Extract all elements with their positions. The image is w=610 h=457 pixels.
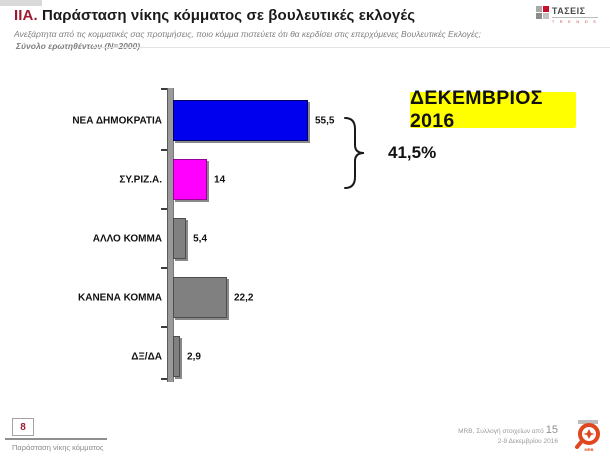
axis-tick: [161, 208, 167, 210]
survey-question: Ανεξάρτητα από τις κομματικές σας προτιμ…: [14, 29, 481, 39]
footer-section-label: Παράσταση νίκης κόμματος: [12, 443, 104, 452]
mrb-logo: MRB: [575, 420, 600, 452]
bar-4: [173, 277, 227, 318]
axis-tick: [161, 88, 167, 90]
scan-artifact: [0, 0, 42, 6]
bar-3: [173, 218, 187, 259]
category-label: ΣΥ.ΡΙΖ.Α.: [119, 174, 162, 185]
bar-5: [173, 336, 181, 377]
value-label: 22,2: [234, 292, 254, 303]
period-highlight-box: ΔΕΚΕΜΒΡΙΟΣ 2016: [410, 87, 576, 132]
header-divider: [92, 47, 610, 48]
annotation-percentage: 41,5%: [388, 143, 437, 162]
page-title-prefix: IIA.: [14, 7, 38, 24]
bar-2: [173, 159, 208, 200]
footer-divider: [5, 438, 107, 440]
brace-annotation: [344, 117, 365, 189]
footer-source-text: MRB, Συλλογή στοιχείων από: [458, 428, 544, 435]
footer-date-range: 2-9 Δεκεμβρίου 2016: [497, 437, 558, 445]
axis-tick: [161, 267, 167, 269]
value-label: 55,5: [315, 115, 335, 126]
page-title-text: Παράσταση νίκης κόμματος σε βουλευτικές …: [42, 7, 416, 24]
axis-tick: [161, 326, 167, 328]
taseis-logo-subtitle: T R E N D S: [551, 19, 598, 24]
category-label: ΔΞ/ΔΑ: [131, 351, 162, 362]
page-title: IIA. Παράσταση νίκης κόμματος σε βουλευτ…: [14, 7, 415, 24]
taseis-logo: ΤΑΣΕΙΣ T R E N D S: [535, 6, 598, 24]
taseis-logo-name: ΤΑΣΕΙΣ: [551, 6, 598, 18]
axis-tick: [161, 149, 167, 151]
taseis-grid-icon: [535, 6, 549, 19]
category-label: ΚΑΝΕΝΑ ΚΟΜΜΑ: [78, 292, 162, 303]
value-label: 5,4: [193, 233, 208, 244]
value-label: 14: [214, 174, 226, 185]
sample-note: Σύνολο ερωτηθέντων (N=2000): [16, 41, 141, 51]
category-label: ΝΕΑ ΔΗΜΟΚΡΑΤΙΑ: [72, 115, 162, 126]
category-label: ΑΛΛΟ ΚΟΜΜΑ: [92, 233, 162, 244]
mrb-logo-label: MRB: [584, 447, 593, 452]
axis-tick: [161, 378, 167, 380]
footer-page-number: 15: [545, 424, 558, 436]
footer-source-note: MRB, Συλλογή στοιχείων από 15 2-9 Δεκεμβρ…: [458, 424, 558, 446]
value-label: 2,9: [187, 351, 201, 362]
bar-1: [173, 100, 308, 141]
page-number-box: 8: [12, 418, 34, 436]
